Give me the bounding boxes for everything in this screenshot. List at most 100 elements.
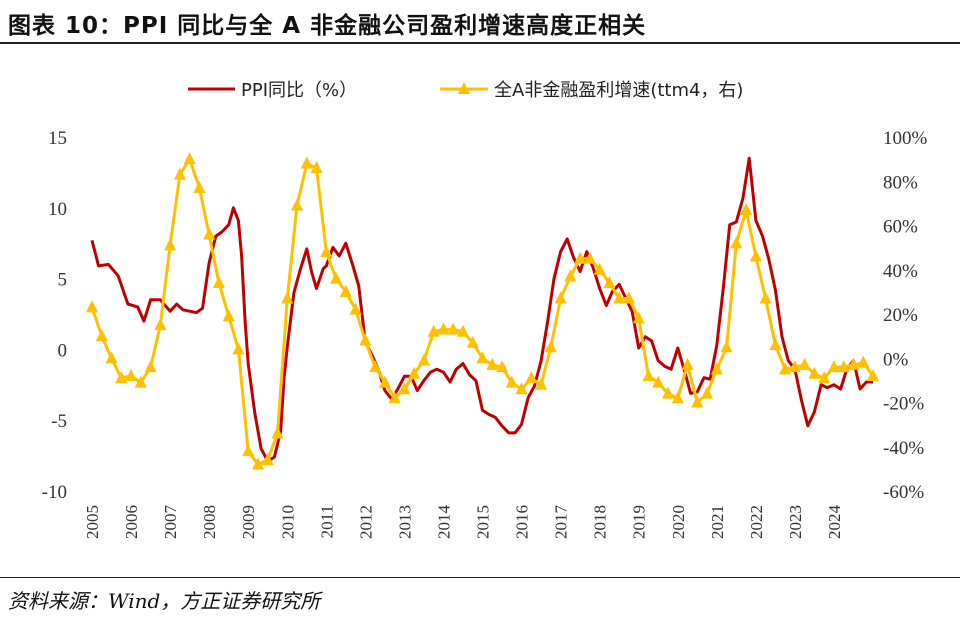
- profit-point: [622, 291, 635, 304]
- profit-point: [339, 284, 352, 297]
- profit-point: [408, 366, 421, 379]
- profit-point: [496, 360, 509, 373]
- x-tick-label: 2017: [552, 505, 571, 540]
- profit-point: [349, 302, 362, 315]
- profit-point: [310, 160, 323, 173]
- profit-point: [661, 386, 674, 399]
- y-right-tick-label: -20%: [883, 394, 924, 415]
- y-left-tick-label: 5: [58, 270, 68, 291]
- x-tick-label: 2022: [747, 505, 766, 539]
- x-tick-label: 2008: [200, 505, 219, 539]
- profit-point: [134, 375, 147, 388]
- profit-point: [271, 426, 284, 439]
- legend-group: PPI同比（%） 全A非金融盈利增速(ttm4，右): [188, 80, 743, 101]
- bottom-rule: [0, 577, 960, 578]
- profit-point: [574, 251, 587, 264]
- y-right-tick-label: 100%: [883, 128, 928, 149]
- profit-point: [544, 340, 557, 353]
- profit-point: [788, 360, 801, 373]
- profit-point: [378, 375, 391, 388]
- profit-point: [359, 333, 372, 346]
- legend-marker-profit: [458, 82, 470, 94]
- axes-group: 15 10 5 0 -5 -10 100% 80% 60% 40% 20% 0% -20% -40% -60…: [42, 128, 928, 539]
- x-tick-label: 2018: [591, 505, 610, 539]
- top-rule: [0, 42, 960, 44]
- source-note: 资料来源：Wind，方正证券研究所: [8, 589, 321, 613]
- profit-series-line: [90, 157, 875, 466]
- profit-point: [261, 453, 274, 466]
- chart-title: 图表 10：PPI 同比与全 A 非金融公司盈利增速高度正相关: [8, 13, 647, 39]
- profit-point: [818, 371, 831, 384]
- profit-point: [857, 355, 870, 368]
- profit-point: [535, 377, 548, 390]
- x-tick-label: 2013: [395, 505, 414, 539]
- x-tick-label: 2019: [630, 505, 649, 539]
- profit-point: [730, 236, 743, 249]
- x-tick-label: 2023: [786, 505, 805, 539]
- profit-point: [808, 366, 821, 379]
- profit-point: [779, 362, 792, 375]
- profit-point: [681, 357, 694, 370]
- profit-point: [476, 351, 489, 364]
- profit-point: [232, 342, 245, 355]
- legend-label-profit: 全A非金融盈利增速(ttm4，右): [494, 80, 743, 101]
- x-tick-label: 2021: [708, 505, 727, 539]
- profit-point: [164, 238, 177, 251]
- profit-point: [847, 357, 860, 370]
- profit-point: [300, 156, 313, 169]
- profit-point: [554, 291, 567, 304]
- profit-point: [183, 152, 196, 165]
- profit-point: [388, 391, 401, 404]
- profit-point: [525, 371, 538, 384]
- profit-point: [437, 322, 450, 335]
- profit-point: [291, 198, 304, 211]
- profit-point: [827, 360, 840, 373]
- profit-point: [330, 271, 343, 284]
- x-tick-label: 2012: [356, 505, 375, 539]
- y-left-tick-label: 0: [58, 340, 68, 361]
- x-tick-label: 2011: [317, 505, 336, 538]
- x-tick-label: 2009: [239, 505, 258, 539]
- profit-point: [105, 351, 118, 364]
- profit-point: [749, 249, 762, 262]
- legend-label-ppi: PPI同比（%）: [241, 80, 357, 101]
- profit-point: [642, 368, 655, 381]
- x-tick-label: 2020: [669, 505, 688, 539]
- profit-point: [447, 322, 460, 335]
- x-tick-label: 2015: [474, 505, 493, 539]
- ppi-series-line: [90, 156, 873, 463]
- profit-point: [95, 329, 108, 342]
- profit-point: [417, 353, 430, 366]
- profit-point: [281, 291, 294, 304]
- profit-point: [710, 362, 723, 375]
- profit-point: [398, 382, 411, 395]
- profit-point: [125, 368, 138, 381]
- profit-point: [583, 251, 596, 264]
- y-left-tick-label: -10: [42, 482, 67, 503]
- profit-point: [212, 276, 225, 289]
- x-tick-label: 2010: [278, 505, 297, 539]
- profit-point: [203, 227, 216, 240]
- x-tick-label: 2005: [83, 505, 102, 539]
- profit-point: [740, 203, 753, 216]
- series-group: [86, 152, 879, 470]
- y-left-tick-label: 15: [48, 128, 67, 149]
- profit-point: [486, 357, 499, 370]
- profit-point: [691, 395, 704, 408]
- profit-point: [154, 318, 167, 331]
- profit-point: [759, 291, 772, 304]
- y-right-tick-label: 20%: [883, 305, 918, 326]
- profit-point: [593, 262, 606, 275]
- profit-point: [613, 291, 626, 304]
- profit-point: [456, 324, 469, 337]
- y-right-tick-label: -60%: [883, 482, 924, 503]
- profit-point: [222, 309, 235, 322]
- profit-point: [652, 375, 665, 388]
- y-right-tick-label: 60%: [883, 217, 918, 238]
- profit-point: [701, 386, 714, 399]
- x-tick-label: 2006: [122, 505, 141, 539]
- y-right-tick-label: -40%: [883, 438, 924, 459]
- y-right-tick-label: 0%: [883, 349, 909, 370]
- profit-point: [427, 324, 440, 337]
